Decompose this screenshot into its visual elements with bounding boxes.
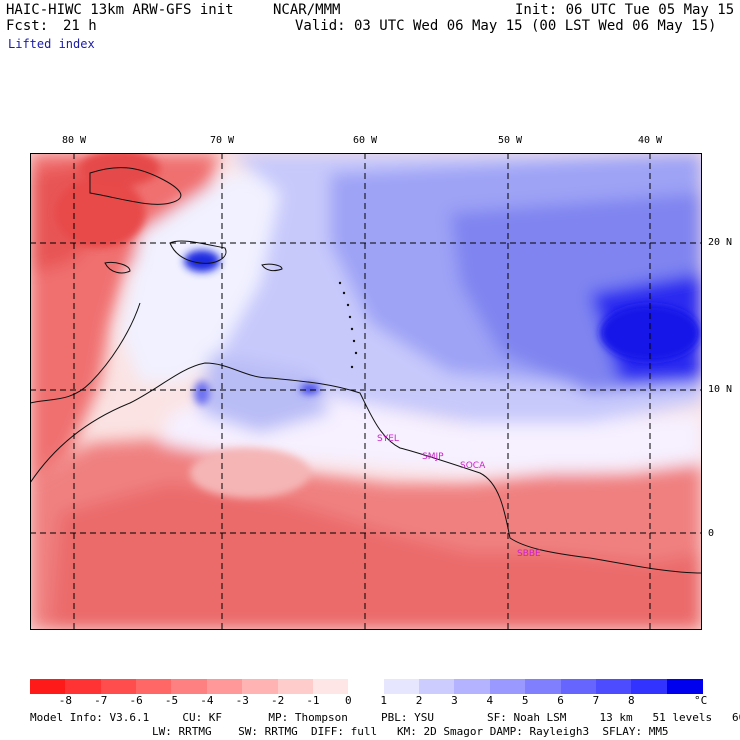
fcst-value: 21 h: [63, 18, 97, 34]
lon-label: 70 W: [209, 135, 235, 146]
colorbar-tick-label: -2: [270, 694, 285, 707]
colorbar-segment: [631, 679, 668, 694]
colorbar-tick-label: -6: [129, 694, 143, 707]
field-name: Lifted index: [8, 37, 95, 51]
colorbar-segment: [560, 679, 597, 694]
colorbar-tick-label: 6: [557, 694, 564, 707]
lon-label: 80 W: [61, 135, 87, 146]
coastlines: [30, 167, 702, 574]
lon-label: 50 W: [497, 135, 523, 146]
cuba-outline: [89, 167, 182, 205]
colorbar-segment: [383, 679, 420, 694]
colorbar-tick-label: -5: [164, 694, 179, 707]
lifted-index-map: SYEL SMJP SOCA SBBE: [30, 153, 702, 630]
colorbar-tick-label: -3: [235, 694, 249, 707]
station-label: SMJP: [422, 452, 444, 462]
colorbar-tick-label: 2: [415, 694, 423, 707]
colorbar-unit: °C: [694, 694, 708, 707]
colorbar-tick-label: 8: [627, 694, 635, 707]
init-time: Init: 06 UTC Tue 05 May 15: [515, 2, 735, 18]
colorbar-tick-label: 7: [592, 694, 600, 707]
colorbar-segment: [136, 679, 173, 694]
colorbar-segment: [348, 679, 385, 694]
colorbar-tick-label: -8: [58, 694, 72, 707]
model-title: HAIC-HIWC 13km ARW-GFS init: [6, 2, 234, 18]
colorbar-segment: [65, 679, 102, 694]
colorbar-segment: [525, 679, 562, 694]
colorbar-segment: [171, 679, 208, 694]
station-label: SYEL: [377, 434, 399, 444]
colorbar-segment: [595, 679, 632, 694]
colorbar-tick-label: -1: [306, 694, 320, 707]
colorbar-segment: [454, 679, 491, 694]
model-info-line2: LW: RRTMG SW: RRTMG DIFF: full KM: 2D Sm…: [152, 725, 669, 738]
model-info-line1: Model Info: V3.6.1 CU: KF MP: Thompson P…: [30, 711, 740, 724]
lon-label: 60 W: [352, 135, 378, 146]
jamaica-outline: [104, 262, 131, 274]
lon-label: 40 W: [637, 135, 663, 146]
colorbar-segment: [100, 679, 137, 694]
colorbar-segment: [30, 679, 66, 694]
colorbar-segment: [312, 679, 349, 694]
colorbar-tick-label: 5: [521, 694, 529, 707]
colorbar-segment: [489, 679, 526, 694]
colorbar-tick-label: 4: [486, 694, 494, 707]
graticule: [30, 153, 702, 630]
map-frame: [30, 153, 702, 630]
colorbar-tick-label: 0: [345, 694, 352, 707]
lat-label: 10 N: [708, 384, 733, 395]
valid-time: Valid: 03 UTC Wed 06 May 15 (00 LST Wed …: [295, 18, 717, 34]
colorbar-tick-label: 1: [380, 694, 387, 707]
colorbar-tick-label: 3: [451, 694, 458, 707]
colorbar-segment: [206, 679, 243, 694]
station-label: SOCA: [460, 461, 486, 471]
colorbar-segment: [277, 679, 314, 694]
station-label: SBBE: [517, 549, 541, 559]
colorbar-tick-label: -7: [94, 694, 108, 707]
colorbar-segment: [419, 679, 456, 694]
lat-label: 20 N: [708, 237, 733, 248]
puerto-rico-outline: [261, 263, 283, 272]
hispaniola-outline: [169, 240, 227, 264]
central-america-coast: [30, 302, 141, 404]
colorbar-segment: [242, 679, 279, 694]
fcst-label: Fcst:: [6, 18, 49, 34]
antilles-islands: [338, 281, 358, 369]
map-canvas: SYEL SMJP SOCA SBBE: [30, 153, 702, 630]
convective-patches: [55, 153, 700, 498]
colorbar-tick-label: -4: [200, 694, 214, 707]
colorbar-segment: [666, 679, 703, 694]
south-america-coast: [30, 362, 702, 574]
lat-label: 0: [708, 528, 715, 539]
org-label: NCAR/MMM: [273, 2, 341, 18]
